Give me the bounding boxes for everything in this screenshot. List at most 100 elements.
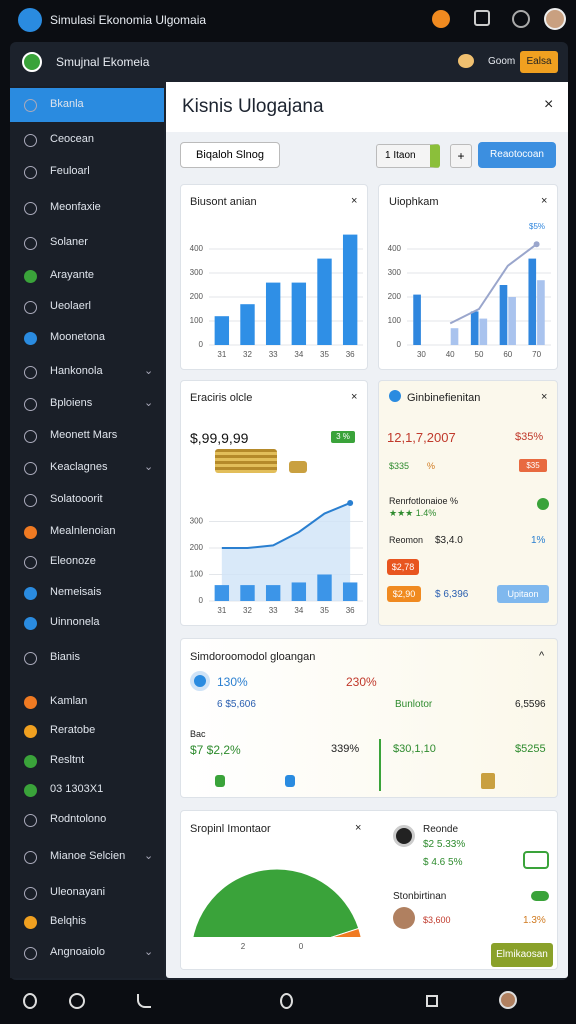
panel-header xyxy=(166,82,568,132)
close-icon[interactable]: × xyxy=(541,391,548,403)
card-button[interactable]: Upitaon xyxy=(497,585,549,603)
item-icon xyxy=(24,202,37,215)
toggle[interactable] xyxy=(523,851,549,869)
y-tick-label: 100 xyxy=(190,316,204,325)
x-tick-label: 40 xyxy=(446,350,455,359)
chart: 0 100 200 300 400 30 40 50 60 70 xyxy=(388,241,551,359)
close-icon[interactable]: × xyxy=(355,822,362,834)
sidebar-item[interactable]: Belqhis xyxy=(50,915,87,927)
chevron[interactable]: ⌄ xyxy=(144,850,154,862)
icon xyxy=(215,775,225,787)
sidebar-item[interactable]: Reratobe xyxy=(50,724,96,736)
sidebar-item[interactable]: Mealnlenoian xyxy=(50,525,116,537)
amount: $ 6,396 xyxy=(435,589,469,600)
coins-icon xyxy=(289,461,307,473)
chip: $2,90 xyxy=(387,586,421,602)
nav-back[interactable] xyxy=(137,994,151,1008)
sidebar-item[interactable]: Meonfaxie xyxy=(50,201,101,213)
sidebar-item[interactable]: Keaclagnes xyxy=(50,461,108,473)
x-tick-label: 34 xyxy=(294,606,303,615)
divider xyxy=(379,739,381,791)
pie-slice xyxy=(190,868,360,956)
sidebar-item[interactable]: Mianoe Selcien xyxy=(50,850,126,862)
close-icon[interactable]: × xyxy=(541,195,548,207)
sidebar-item[interactable]: Bianis xyxy=(50,651,80,663)
sidebar-item[interactable]: Resltnt xyxy=(50,754,85,766)
nav-icon[interactable] xyxy=(23,993,37,1009)
header-button[interactable]: Ealsa xyxy=(520,51,558,73)
item-icon xyxy=(24,134,37,147)
item-title: Reonde xyxy=(423,824,459,835)
nav-avatar[interactable] xyxy=(499,991,517,1009)
filter-button[interactable]: Biqaloh Slnog xyxy=(180,142,280,168)
card: Biusont anian × 0 100 200 300 400 31 32 33 34 35 3… xyxy=(180,184,368,370)
user-icon xyxy=(458,54,474,68)
bar xyxy=(499,285,508,345)
chevron[interactable]: ⌄ xyxy=(144,397,154,409)
sidebar-item[interactable]: Moonetona xyxy=(50,331,106,343)
item-icon xyxy=(24,398,37,411)
bar xyxy=(214,316,230,345)
panel-title: Kisnis Ulogajana xyxy=(182,96,324,117)
y-tick-label: 300 xyxy=(190,517,204,526)
collapse-icon[interactable]: ^ xyxy=(539,650,545,662)
chart: 0 100 200 300 400 31 32 33 34 35 36 xyxy=(190,234,363,359)
sidebar-item[interactable]: Hankonola xyxy=(50,365,103,377)
item-icon xyxy=(24,947,37,960)
avatar[interactable] xyxy=(544,8,566,30)
sidebar-item[interactable]: Meonett Mars xyxy=(50,429,118,441)
nav-recent[interactable] xyxy=(426,995,438,1007)
card-change: $35% xyxy=(515,431,544,443)
card-button[interactable]: Elmikaosan xyxy=(491,943,553,967)
close-icon[interactable]: × xyxy=(351,391,358,403)
chart: 0 100 200 300 31 32 33 34 35 36 xyxy=(190,499,363,615)
add-button[interactable]: + xyxy=(450,144,472,168)
row-label: Reomon xyxy=(389,535,424,545)
chevron[interactable]: ⌄ xyxy=(144,946,154,958)
period-input[interactable]: 1 Itaon xyxy=(376,144,440,168)
row-label: Bac xyxy=(190,729,206,739)
item-icon xyxy=(24,237,37,250)
y-tick-label: 100 xyxy=(190,570,204,579)
tag: % xyxy=(427,461,436,471)
y-tick-label: 0 xyxy=(199,340,204,349)
sidebar-item[interactable]: Kamlan xyxy=(50,695,88,707)
sidebar-item[interactable]: Angnoaiolo xyxy=(50,946,106,958)
sidebar-item[interactable]: Uleonayani xyxy=(50,886,106,898)
sidebar-item[interactable]: Arayante xyxy=(50,269,95,281)
sidebar-item[interactable]: Feuloarl xyxy=(50,165,90,177)
item-value: $3,600 xyxy=(423,915,451,925)
sidebar-item[interactable]: Solaner xyxy=(50,236,88,248)
chevron[interactable]: ⌄ xyxy=(144,461,154,473)
sidebar-item[interactable]: Nemeisais xyxy=(50,586,102,598)
item-icon xyxy=(24,462,37,475)
x-tick-label: 34 xyxy=(294,350,303,359)
nav-icon[interactable] xyxy=(69,993,85,1009)
sidebar-item[interactable]: Ueolaerl xyxy=(50,300,91,312)
settings-icon[interactable] xyxy=(512,10,530,28)
nav-home[interactable] xyxy=(280,993,293,1009)
sidebar-item[interactable]: Ceocean xyxy=(50,133,95,145)
row-value: $7 $2,2% xyxy=(190,743,241,757)
metric: 230% xyxy=(346,675,377,689)
sidebar-item[interactable]: 03 1303X1 xyxy=(50,783,104,795)
sidebar-item[interactable]: Solatooorit xyxy=(50,493,103,505)
close-icon[interactable]: × xyxy=(351,195,358,207)
sidebar-item[interactable]: Eleonoze xyxy=(50,555,96,567)
close-button[interactable]: × xyxy=(544,96,554,113)
message-icon[interactable] xyxy=(474,10,490,26)
bar xyxy=(265,282,281,345)
sidebar-item[interactable]: Bkanla xyxy=(50,98,84,110)
sidebar-item[interactable]: Uinnonela xyxy=(50,616,100,628)
sidebar-item[interactable]: Bploiens xyxy=(50,397,93,409)
coins-icon xyxy=(481,773,495,789)
notification-icon[interactable] xyxy=(432,10,450,28)
card-icon xyxy=(190,671,210,691)
y-tick-label: 100 xyxy=(388,316,402,325)
action-button[interactable]: Reaotocoan xyxy=(478,142,556,168)
toggle[interactable] xyxy=(531,891,549,901)
chevron[interactable]: ⌄ xyxy=(144,365,154,377)
item-value: $ 4.6 5% xyxy=(423,857,463,868)
sidebar-item[interactable]: Rodntolono xyxy=(50,813,107,825)
